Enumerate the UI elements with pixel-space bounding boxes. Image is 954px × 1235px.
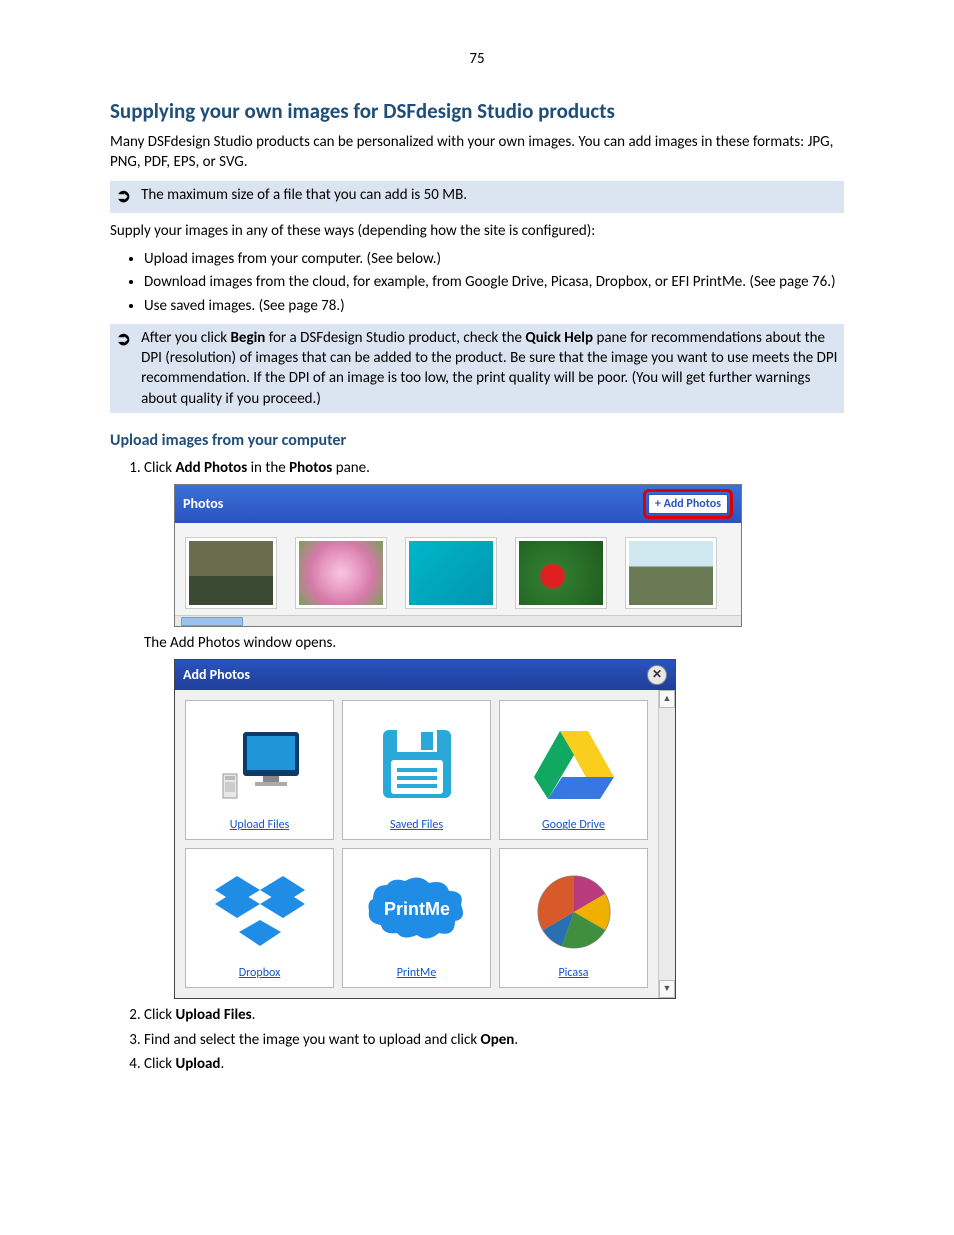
scroll-down-icon[interactable]: ▼	[659, 980, 675, 998]
text: Click	[144, 459, 175, 477]
scroll-up-icon[interactable]: ▲	[659, 690, 675, 708]
photos-pane-title: Photos	[183, 495, 223, 514]
svg-text:PrintMe: PrintMe	[383, 899, 449, 919]
scrollbar-track[interactable]	[175, 615, 741, 626]
arrow-icon	[116, 185, 131, 209]
photos-pane-screenshot: Photos + Add Photos	[174, 484, 742, 627]
step-item: Click Add Photos in the Photos pane. Pho…	[144, 458, 844, 1000]
page-number: 75	[110, 50, 844, 68]
text-bold: Photos	[289, 459, 332, 477]
text-bold: Begin	[231, 329, 266, 347]
add-photos-option-floppy[interactable]: Saved Files	[342, 700, 491, 840]
step-item: Click Upload.	[144, 1054, 844, 1074]
option-label: Dropbox	[239, 965, 281, 981]
printme-icon: PrintMe	[347, 859, 486, 965]
picasa-icon	[504, 859, 643, 965]
text-bold: Upload Files	[175, 1006, 251, 1024]
add-photos-option-printme[interactable]: PrintMe PrintMe	[342, 848, 491, 988]
computer-icon	[190, 711, 329, 817]
after-pane-text: The Add Photos window opens.	[144, 633, 844, 653]
close-icon[interactable]: ✕	[647, 665, 667, 685]
list-item: Download images from the cloud, for exam…	[144, 272, 844, 292]
text: .	[514, 1031, 518, 1049]
add-photos-body: Upload Files Saved Files Google Drive Dropb…	[175, 690, 675, 998]
option-label: Upload Files	[230, 817, 290, 833]
photo-thumbnail[interactable]	[185, 537, 277, 609]
text: Click	[144, 1055, 175, 1073]
list-item: Upload images from your computer. (See b…	[144, 249, 844, 269]
intro-paragraph: Many DSFdesign Studio products can be pe…	[110, 132, 844, 173]
arrow-icon	[116, 328, 131, 352]
text-bold: Add Photos	[175, 459, 247, 477]
ways-intro: Supply your images in any of these ways …	[110, 221, 844, 241]
text-bold: Open	[481, 1031, 515, 1049]
add-photos-option-computer[interactable]: Upload Files	[185, 700, 334, 840]
option-label: PrintMe	[397, 965, 437, 981]
add-photos-grid: Upload Files Saved Files Google Drive Dropb…	[175, 690, 658, 998]
add-photos-highlight: + Add Photos	[643, 489, 733, 519]
step-item: Click Upload Files.	[144, 1005, 844, 1025]
photos-pane-header: Photos + Add Photos	[175, 485, 741, 523]
photo-thumbnail[interactable]	[405, 537, 497, 609]
ways-list: Upload images from your computer. (See b…	[110, 249, 844, 316]
page-title: Supplying your own images for DSFdesign …	[110, 98, 844, 124]
add-photos-option-picasa[interactable]: Picasa	[499, 848, 648, 988]
section-title: Upload images from your computer	[110, 431, 844, 450]
step-item: Find and select the image you want to up…	[144, 1030, 844, 1050]
text: Find and select the image you want to up…	[144, 1031, 481, 1049]
text: Click	[144, 1006, 175, 1024]
scrollbar-thumb[interactable]	[181, 617, 243, 626]
text: .	[252, 1006, 256, 1024]
add-photos-button[interactable]: + Add Photos	[648, 494, 728, 514]
note-max-size: The maximum size of a file that you can …	[110, 181, 844, 213]
photo-thumbnail[interactable]	[295, 537, 387, 609]
add-photos-title: Add Photos	[183, 666, 250, 685]
photo-thumbnail[interactable]	[625, 537, 717, 609]
photo-thumbnail[interactable]	[515, 537, 607, 609]
gdrive-icon	[504, 711, 643, 817]
text: for a DSFdesign Studio product, check th…	[265, 329, 525, 347]
note-text: After you click Begin for a DSFdesign St…	[141, 328, 838, 409]
option-label: Google Drive	[542, 817, 605, 833]
dropbox-icon	[190, 859, 329, 965]
steps-list: Click Add Photos in the Photos pane. Pho…	[110, 458, 844, 1074]
add-photos-header: Add Photos ✕	[175, 660, 675, 690]
note-dpi: After you click Begin for a DSFdesign St…	[110, 324, 844, 413]
note-text: The maximum size of a file that you can …	[141, 185, 838, 205]
add-photos-window: Add Photos ✕ Upload Files Saved Files Goog…	[174, 659, 676, 999]
text: .	[220, 1055, 224, 1073]
text: in the	[247, 459, 289, 477]
photos-pane-body	[175, 523, 741, 615]
floppy-icon	[347, 711, 486, 817]
add-photos-option-dropbox[interactable]: Dropbox	[185, 848, 334, 988]
text-bold: Upload	[175, 1055, 220, 1073]
scrollbar[interactable]: ▲ ▼	[658, 690, 675, 998]
list-item: Use saved images. (See page 78.)	[144, 296, 844, 316]
text: After you click	[141, 329, 230, 347]
option-label: Picasa	[558, 965, 588, 981]
text-bold: Quick Help	[525, 329, 593, 347]
option-label: Saved Files	[390, 817, 443, 833]
text: pane.	[332, 459, 370, 477]
add-photos-option-gdrive[interactable]: Google Drive	[499, 700, 648, 840]
